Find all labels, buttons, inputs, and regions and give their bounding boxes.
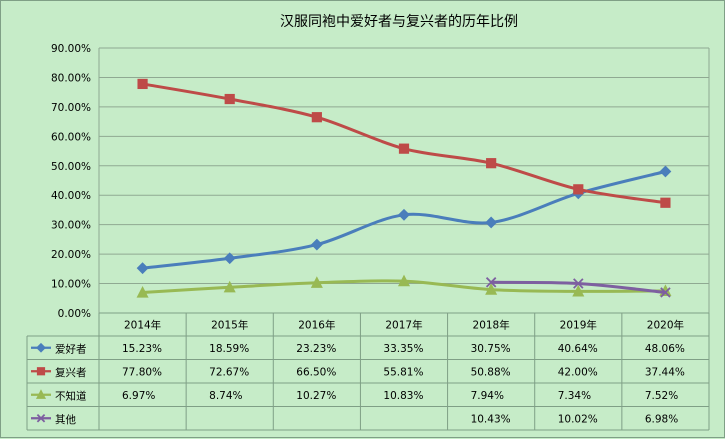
data-point bbox=[485, 283, 498, 295]
x-tick-label: 2020年 bbox=[647, 319, 684, 332]
data-point bbox=[224, 93, 235, 105]
data-point bbox=[573, 184, 584, 195]
y-tick-label: 50.00% bbox=[51, 161, 91, 173]
data-point bbox=[572, 284, 585, 297]
data-label: 7.94% bbox=[471, 390, 504, 402]
data-label: 10.43% bbox=[471, 413, 511, 425]
data-label: 7.52% bbox=[645, 390, 678, 402]
data-label: 10.83% bbox=[383, 390, 423, 402]
series-0 bbox=[136, 165, 672, 275]
data-point bbox=[398, 143, 410, 154]
data-label: 77.80% bbox=[122, 366, 162, 378]
data-label: 6.97% bbox=[122, 390, 155, 402]
data-point bbox=[397, 274, 411, 287]
y-tick-label: 70.00% bbox=[51, 102, 91, 114]
data-point bbox=[485, 216, 498, 229]
data-label: 33.35% bbox=[383, 343, 423, 355]
data-point bbox=[660, 287, 671, 298]
series-1 bbox=[137, 78, 671, 208]
data-point bbox=[137, 78, 148, 90]
series-3 bbox=[485, 277, 671, 298]
data-label: 15.23% bbox=[122, 343, 162, 355]
y-tick-label: 40.00% bbox=[51, 190, 91, 202]
legend-key-marker bbox=[36, 367, 46, 376]
legend-entry: 复兴者 bbox=[55, 366, 87, 379]
y-tick-label: 90.00% bbox=[51, 43, 91, 55]
data-point bbox=[223, 280, 236, 293]
y-tick-label: 60.00% bbox=[51, 131, 91, 143]
legend-entry: 不知道 bbox=[55, 389, 87, 402]
data-label: 30.75% bbox=[471, 343, 511, 355]
data-point bbox=[486, 158, 497, 169]
x-tick-label: 2015年 bbox=[211, 319, 248, 332]
data-label: 10.02% bbox=[558, 413, 598, 425]
series-line bbox=[142, 82, 666, 205]
data-label: 40.64% bbox=[558, 343, 598, 355]
data-label: 48.06% bbox=[645, 343, 685, 355]
data-label: 66.50% bbox=[296, 366, 336, 378]
data-point bbox=[659, 165, 672, 178]
data-point bbox=[136, 285, 149, 298]
data-point bbox=[485, 277, 497, 288]
gridlines bbox=[98, 47, 710, 314]
data-point bbox=[311, 112, 322, 123]
data-label: 8.74% bbox=[209, 390, 242, 402]
data-point bbox=[223, 252, 236, 265]
data-label: 55.81% bbox=[383, 366, 423, 378]
x-tick-label: 2018年 bbox=[473, 319, 510, 332]
series-2 bbox=[136, 274, 672, 298]
data-point bbox=[398, 208, 410, 221]
y-tick-label: 80.00% bbox=[51, 72, 91, 84]
x-tick-label: 2016年 bbox=[298, 319, 335, 332]
data-point bbox=[573, 278, 584, 289]
chart-title: 汉服同袍中爱好者与复兴者的历年比例 bbox=[280, 13, 518, 30]
data-point bbox=[136, 262, 149, 275]
data-label: 6.98% bbox=[645, 413, 678, 425]
data-label: 37.44% bbox=[645, 366, 685, 378]
data-point bbox=[310, 238, 323, 251]
series-lines bbox=[136, 78, 672, 298]
data-label: 18.59% bbox=[209, 343, 249, 355]
data-label: 23.23% bbox=[296, 343, 336, 355]
y-tick-label: 20.00% bbox=[51, 249, 91, 261]
data-label: 50.88% bbox=[471, 366, 511, 378]
x-tick-label: 2019年 bbox=[560, 319, 597, 332]
data-label: 42.00% bbox=[558, 366, 598, 378]
data-label: 72.67% bbox=[209, 366, 249, 378]
data-label: 10.27% bbox=[296, 390, 336, 402]
data-point bbox=[310, 276, 323, 288]
x-tick-label: 2014年 bbox=[124, 319, 161, 332]
legend-entry: 其他 bbox=[55, 413, 76, 426]
y-axis-ticks: 0.00% 10.00% 20.00% 30.00% 40.00% 50.00% 60.00… bbox=[51, 43, 91, 320]
legend-key-marker bbox=[35, 389, 47, 399]
data-point bbox=[660, 197, 671, 208]
legend-key-marker bbox=[36, 342, 46, 353]
data-label: 7.34% bbox=[558, 390, 591, 402]
y-tick-label: 30.00% bbox=[51, 220, 91, 232]
x-tick-label: 2017年 bbox=[385, 319, 422, 332]
y-tick-label: 10.00% bbox=[51, 279, 91, 291]
y-tick-label: 0.00% bbox=[58, 308, 91, 320]
legend-key-marker bbox=[36, 414, 46, 423]
legend-entry: 爱好者 bbox=[55, 342, 87, 355]
